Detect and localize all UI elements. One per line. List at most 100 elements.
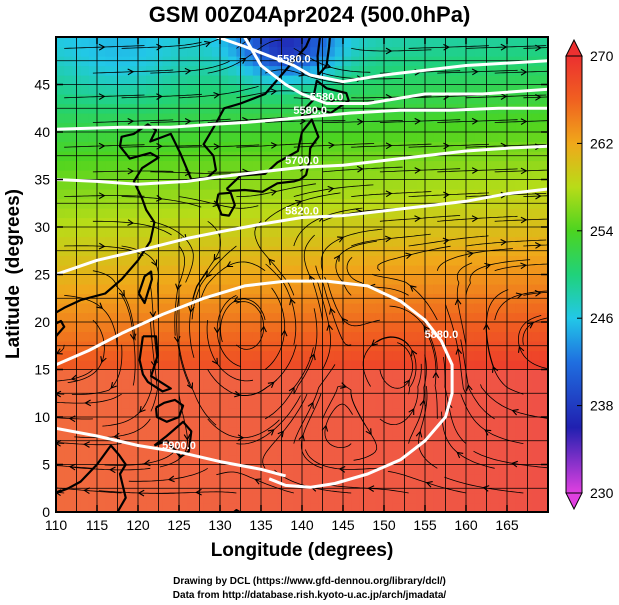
field-cell (211, 426, 221, 437)
field-cell (375, 122, 385, 133)
field-cell (269, 493, 278, 504)
field-cell (88, 398, 98, 409)
field-cell (433, 255, 442, 266)
field-cell (97, 132, 106, 143)
field-cell (302, 379, 311, 390)
field-cell (392, 160, 401, 171)
field-cell (433, 132, 442, 143)
field-cell (457, 331, 467, 342)
field-cell (179, 236, 188, 247)
field-cell (539, 445, 548, 456)
field-cell (203, 255, 213, 266)
field-cell (179, 284, 188, 295)
field-cell (211, 369, 221, 380)
field-cell (326, 464, 336, 475)
streamline-arrow (68, 463, 76, 471)
field-cell (457, 379, 467, 390)
field-cell (220, 445, 229, 456)
field-cell (179, 455, 188, 466)
field-cell (433, 284, 442, 295)
field-cell (80, 312, 90, 323)
field-cell (416, 75, 426, 86)
field-cell (416, 455, 426, 466)
field-cell (343, 303, 352, 314)
field-cell (466, 426, 475, 437)
x-tick-label: 135 (249, 517, 273, 533)
streamline-arrow (500, 93, 508, 100)
field-cell (121, 46, 131, 57)
field-cell (121, 417, 131, 428)
field-cell (457, 227, 467, 238)
field-cell (466, 417, 475, 428)
field-cell (334, 274, 344, 285)
field-cell (474, 189, 483, 200)
contour-5700.0 (56, 144, 548, 186)
field-cell (449, 122, 459, 133)
field-cell (162, 170, 172, 181)
field-cell (367, 227, 377, 238)
field-cell (162, 379, 172, 390)
field-cell (64, 474, 73, 485)
field-cell (449, 303, 459, 314)
field-cell (228, 303, 237, 314)
field-cell (252, 369, 262, 380)
field-cell (187, 122, 196, 133)
field-cell (228, 217, 237, 228)
field-cell (449, 46, 459, 57)
field-cell (466, 208, 475, 219)
field-cell (515, 322, 524, 333)
field-cell (129, 274, 139, 285)
field-cell (343, 455, 352, 466)
field-cell (326, 426, 336, 437)
field-cell (375, 379, 385, 390)
field-cell (252, 113, 262, 124)
field-cell (162, 113, 172, 124)
coastline-sakhalin (316, 37, 332, 76)
field-cell (449, 331, 459, 342)
field-cell (474, 227, 483, 238)
field-cell (449, 141, 459, 152)
field-cell (351, 322, 360, 333)
field-cell (367, 303, 377, 314)
field-cell (531, 46, 541, 57)
field-cell (261, 322, 270, 333)
wind-streamlines (56, 37, 548, 497)
field-cell (392, 179, 401, 190)
field-cell (162, 274, 172, 285)
field-cell (343, 407, 352, 418)
field-cell (425, 284, 434, 295)
field-cell (326, 284, 336, 295)
field-cell (515, 303, 524, 314)
field-cell (187, 236, 196, 247)
field-cell (326, 227, 336, 238)
field-cell (326, 265, 336, 276)
field-cell (269, 46, 278, 57)
field-cell (490, 255, 500, 266)
field-cell (343, 274, 352, 285)
field-cell (293, 255, 303, 266)
field-cell (474, 331, 483, 342)
field-cell (416, 217, 426, 228)
field-cell (97, 113, 106, 124)
streamline (56, 442, 65, 444)
field-cell (252, 84, 262, 95)
field-cell (146, 398, 155, 409)
field-cell (220, 350, 229, 361)
field-cell (367, 94, 377, 105)
field-cell (105, 417, 114, 428)
field-cell (121, 303, 131, 314)
field-cell (457, 84, 467, 95)
field-cell (285, 236, 295, 247)
field-cell (310, 208, 319, 219)
field-cell (515, 379, 524, 390)
field-cell (170, 417, 180, 428)
field-cell (203, 369, 213, 380)
field-cell (170, 141, 180, 152)
field-cell (105, 179, 114, 190)
contour-5820.0 (56, 187, 548, 276)
field-cell (285, 94, 295, 105)
field-cell (449, 284, 459, 295)
coastline-mindanao (153, 420, 193, 458)
streamline-arrow (139, 405, 146, 413)
field-cell (170, 274, 180, 285)
